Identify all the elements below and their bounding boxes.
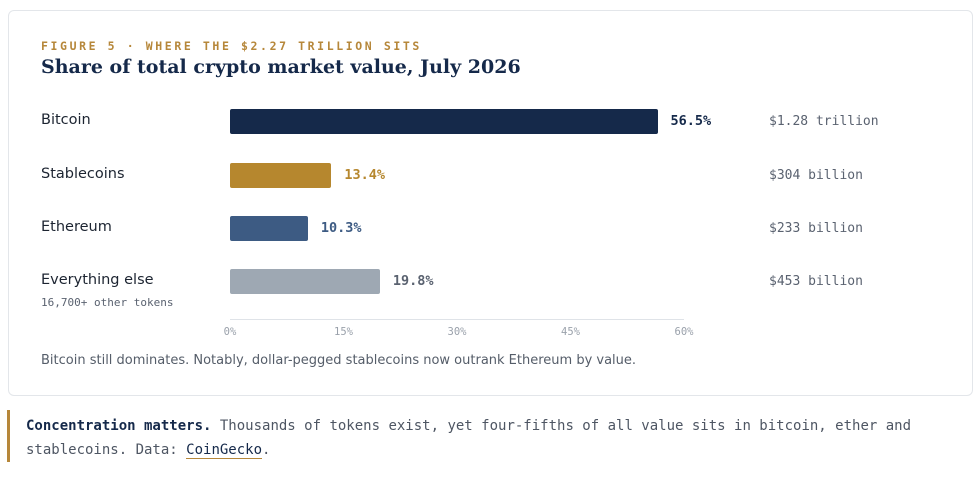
- source-link[interactable]: CoinGecko: [186, 442, 263, 459]
- category-sublabel-everything-else: 16,700+ other tokens: [41, 296, 174, 309]
- value-label-bitcoin: 56.5%: [670, 113, 712, 129]
- category-label-stablecoins: Stablecoins: [41, 166, 125, 182]
- bar-bitcoin: [230, 109, 658, 134]
- x-tick-label: 30%: [447, 326, 467, 338]
- note-body: Thousands of tokens exist, yet four-fift…: [26, 418, 912, 458]
- chart-title: Share of total crypto market value, July…: [41, 56, 521, 78]
- x-tick-label: 60%: [674, 326, 694, 338]
- note-end: .: [262, 442, 271, 458]
- x-tick-label: 45%: [561, 326, 580, 338]
- concentration-note: Concentration matters. Thousands of toke…: [7, 410, 973, 462]
- note-lead: Concentration matters.: [26, 418, 212, 434]
- amount-label-everything-else: $453 billion: [769, 274, 863, 289]
- category-label-everything-else: Everything else: [41, 272, 154, 288]
- value-label-everything-else: 19.8%: [392, 273, 434, 289]
- x-axis-line: [230, 319, 684, 320]
- chart-card: FIGURE 5 · WHERE THE $2.27 TRILLION SITS…: [8, 10, 973, 396]
- bar-stablecoins: [230, 163, 332, 188]
- amount-label-bitcoin: $1.28 trillion: [769, 114, 879, 129]
- category-label-ethereum: Ethereum: [41, 219, 112, 235]
- amount-label-ethereum: $233 billion: [769, 221, 863, 236]
- figure-eyebrow: FIGURE 5 · WHERE THE $2.27 TRILLION SITS: [41, 39, 422, 53]
- amount-label-stablecoins: $304 billion: [769, 168, 863, 183]
- x-tick-label: 0%: [223, 326, 237, 338]
- chart-caption: Bitcoin still dominates. Notably, dollar…: [41, 353, 637, 368]
- bar-everything-else: [230, 269, 380, 294]
- value-label-ethereum: 10.3%: [320, 220, 362, 236]
- bar-ethereum: [230, 216, 308, 241]
- category-label-bitcoin: Bitcoin: [41, 112, 91, 128]
- value-label-stablecoins: 13.4%: [344, 167, 386, 183]
- x-tick-label: 15%: [334, 326, 353, 338]
